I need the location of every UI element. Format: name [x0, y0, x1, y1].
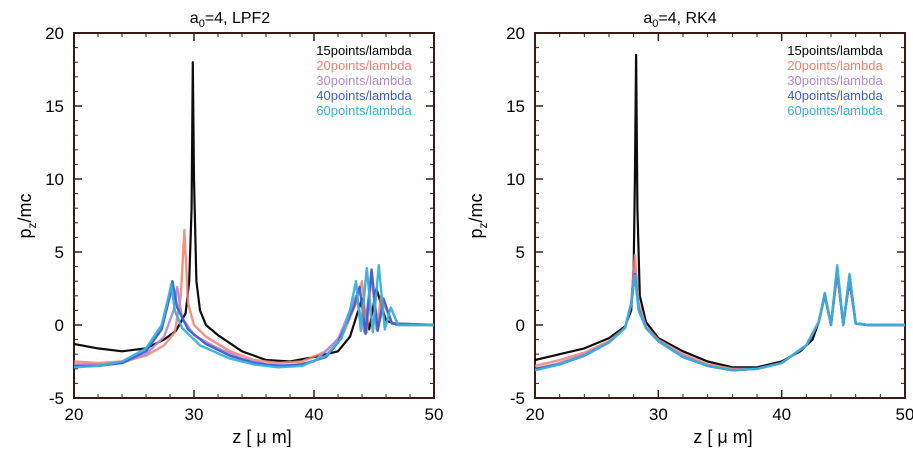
y-tick-label: 5 [516, 243, 525, 262]
x-axis-label: z [ μ m] [693, 427, 752, 447]
x-tick-label: 30 [185, 405, 204, 424]
y-tick-label: 10 [506, 170, 525, 189]
x-tick-label: 50 [896, 405, 913, 424]
y-tick-label: 0 [55, 316, 64, 335]
x-tick-label: 40 [305, 405, 324, 424]
series-line [535, 263, 905, 372]
y-tick-label: 15 [506, 97, 525, 116]
x-axis-label: z [ μ m] [232, 427, 291, 447]
x-tick-label: 50 [425, 405, 444, 424]
series-line [74, 228, 434, 365]
y-tick-label: 15 [45, 97, 64, 116]
y-tick-label: -5 [49, 389, 64, 408]
y-tick-label: 20 [506, 24, 525, 43]
y-tick-label: 10 [45, 170, 64, 189]
legend-entry: 30points/lambda [316, 73, 412, 88]
x-tick-label: 30 [649, 405, 668, 424]
x-tick-label: 20 [65, 405, 84, 424]
legend-entry: 40points/lambda [316, 88, 412, 103]
y-axis-label: pz/mc [466, 193, 490, 238]
x-tick-label: 40 [772, 405, 791, 424]
series-line [74, 268, 434, 368]
legend-entry: 20points/lambda [787, 58, 883, 73]
legend-entry: 40points/lambda [787, 88, 883, 103]
chart-panel: 20 30 40 50 -5 0 5 10 15 20 15points/lambda20point… [45, 24, 443, 424]
chart-panel: 20 30 40 50 -5 0 5 10 15 20 15points/lambda20point… [506, 24, 913, 424]
y-tick-label: 20 [45, 24, 64, 43]
plot-frame [73, 32, 435, 399]
legend-entry: 60points/lambda [316, 103, 412, 118]
legend-entry: 15points/lambda [316, 43, 412, 58]
legend-entry: 15points/lambda [787, 43, 883, 58]
series-line [74, 263, 434, 369]
x-tick-label: 20 [526, 405, 545, 424]
legend-entry: 60points/lambda [787, 103, 883, 118]
chart-title: a0=4, LPF2 [190, 10, 271, 30]
y-tick-label: -5 [510, 389, 525, 408]
legend-entry: 30points/lambda [787, 73, 883, 88]
chart-title: a0=4, RK4 [643, 10, 716, 30]
y-tick-label: 5 [55, 243, 64, 262]
y-tick-label: 0 [516, 316, 525, 335]
plot-frame [534, 32, 906, 399]
legend-entry: 20points/lambda [316, 58, 412, 73]
y-axis-label: pz/mc [15, 193, 39, 238]
